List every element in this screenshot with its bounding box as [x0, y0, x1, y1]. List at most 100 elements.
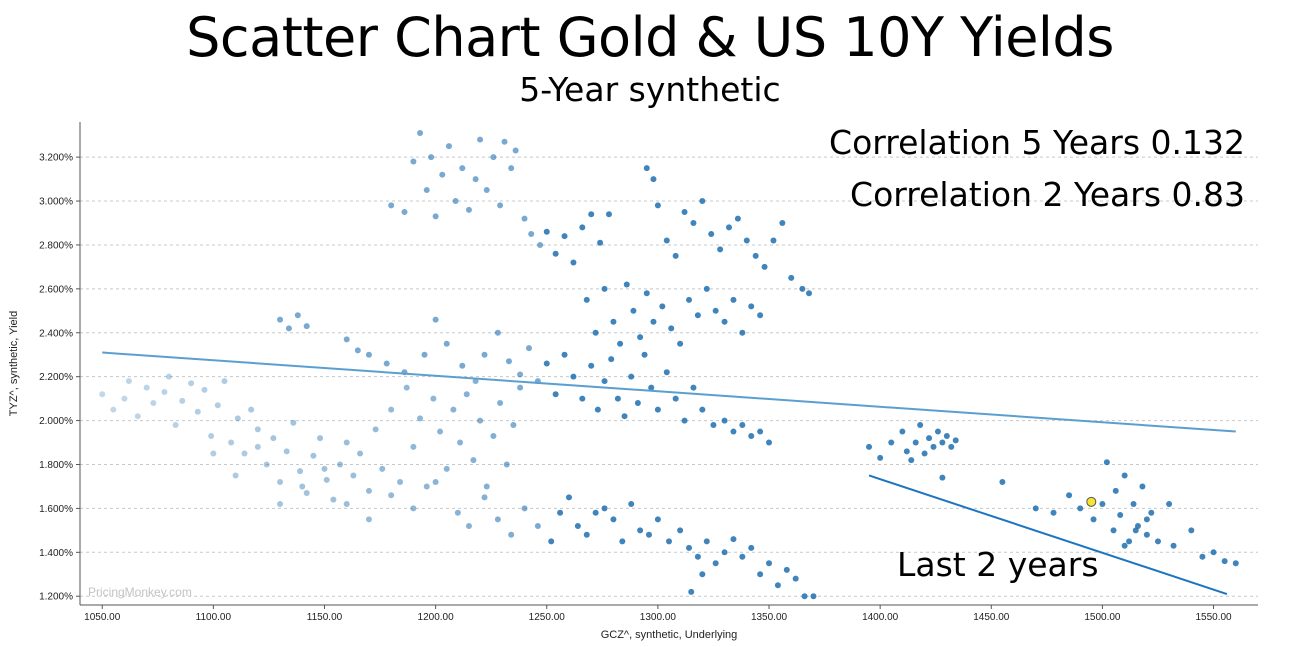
- data-point: [508, 165, 515, 172]
- data-point: [110, 406, 117, 413]
- data-point: [561, 233, 568, 240]
- data-point: [277, 316, 284, 323]
- data-point: [570, 373, 577, 380]
- data-point: [583, 296, 590, 303]
- data-point: [694, 553, 701, 560]
- correlation-2-years: Correlation 2 Years 0.83: [850, 175, 1245, 214]
- data-point: [121, 395, 128, 402]
- data-point: [801, 593, 808, 600]
- data-point: [654, 516, 661, 523]
- data-point: [125, 378, 132, 385]
- data-point: [1221, 558, 1228, 565]
- data-point: [528, 230, 535, 237]
- y-tick-label: 2.400%: [39, 328, 73, 339]
- trend-lines: [102, 351, 1236, 595]
- data-point: [810, 593, 817, 600]
- data-point: [410, 505, 417, 512]
- data-point: [490, 432, 497, 439]
- data-point: [686, 296, 693, 303]
- data-point: [432, 213, 439, 220]
- data-point: [1110, 527, 1117, 534]
- y-axis-label: TYZ^, synthetic, Yield: [8, 311, 20, 416]
- y-tick-label: 2.800%: [39, 240, 73, 251]
- data-point: [721, 549, 728, 556]
- data-point: [681, 417, 688, 424]
- data-point: [752, 252, 759, 259]
- data-point: [608, 356, 615, 363]
- y-tick-label: 1.200%: [39, 592, 73, 603]
- data-point: [512, 147, 519, 154]
- data-point: [388, 406, 395, 413]
- data-point: [330, 496, 337, 503]
- data-point: [459, 165, 466, 172]
- data-point: [921, 450, 928, 457]
- data-point: [1077, 505, 1084, 512]
- data-point: [343, 439, 350, 446]
- data-point: [1199, 553, 1206, 560]
- data-point: [521, 505, 528, 512]
- data-point: [388, 492, 395, 499]
- x-tick-label: 1200.00: [418, 612, 455, 623]
- data-point: [1117, 511, 1124, 518]
- data-point: [912, 439, 919, 446]
- data-point: [766, 439, 773, 446]
- data-point: [1166, 501, 1173, 508]
- data-point: [241, 450, 248, 457]
- data-point: [637, 527, 644, 534]
- data-point: [619, 538, 626, 545]
- y-tick-label: 2.200%: [39, 372, 73, 383]
- data-point: [605, 211, 612, 218]
- data-point: [343, 336, 350, 343]
- data-point: [757, 312, 764, 319]
- grid-lines: [80, 156, 1258, 597]
- data-point: [294, 312, 301, 319]
- data-point: [517, 371, 524, 378]
- data-point: [443, 465, 450, 472]
- data-point: [717, 246, 724, 253]
- data-point: [1050, 509, 1057, 516]
- data-point: [730, 428, 737, 435]
- data-point: [537, 241, 544, 248]
- data-point: [321, 465, 328, 472]
- data-point: [232, 472, 239, 479]
- data-point: [228, 439, 235, 446]
- data-point: [743, 237, 750, 244]
- data-point: [508, 531, 515, 538]
- data-point: [497, 400, 504, 407]
- data-point: [290, 419, 297, 426]
- x-tick-label: 1150.00: [307, 612, 343, 623]
- data-point: [565, 494, 572, 501]
- data-point: [634, 400, 641, 407]
- data-point: [543, 360, 550, 367]
- data-point: [690, 219, 697, 226]
- data-point: [788, 274, 795, 281]
- y-tick-label: 2.000%: [39, 416, 73, 427]
- y-tick-label: 3.200%: [39, 153, 73, 164]
- data-point: [457, 439, 464, 446]
- tick-labels: 1.200% 1.400% 1.600% 1.800% 2.000% 2.200% 2.40…: [39, 153, 1232, 623]
- data-point: [610, 516, 617, 523]
- y-tick-label: 1.600%: [39, 504, 73, 515]
- data-point: [248, 406, 255, 413]
- data-point: [583, 531, 590, 538]
- data-point: [628, 501, 635, 508]
- data-point: [383, 360, 390, 367]
- data-point: [452, 198, 459, 205]
- data-point: [1143, 516, 1150, 523]
- data-point: [483, 483, 490, 490]
- data-point: [428, 154, 435, 161]
- data-point: [648, 384, 655, 391]
- data-point: [1121, 542, 1128, 549]
- data-point: [470, 457, 477, 464]
- data-point: [481, 494, 488, 501]
- data-point: [939, 474, 946, 481]
- trend-line-2-years: [868, 474, 1228, 595]
- data-point: [792, 575, 799, 582]
- data-point: [450, 406, 457, 413]
- data-point: [630, 307, 637, 314]
- data-point: [668, 325, 675, 332]
- data-point: [165, 373, 172, 380]
- data-point: [337, 461, 344, 468]
- data-point: [299, 483, 306, 490]
- data-point: [774, 582, 781, 589]
